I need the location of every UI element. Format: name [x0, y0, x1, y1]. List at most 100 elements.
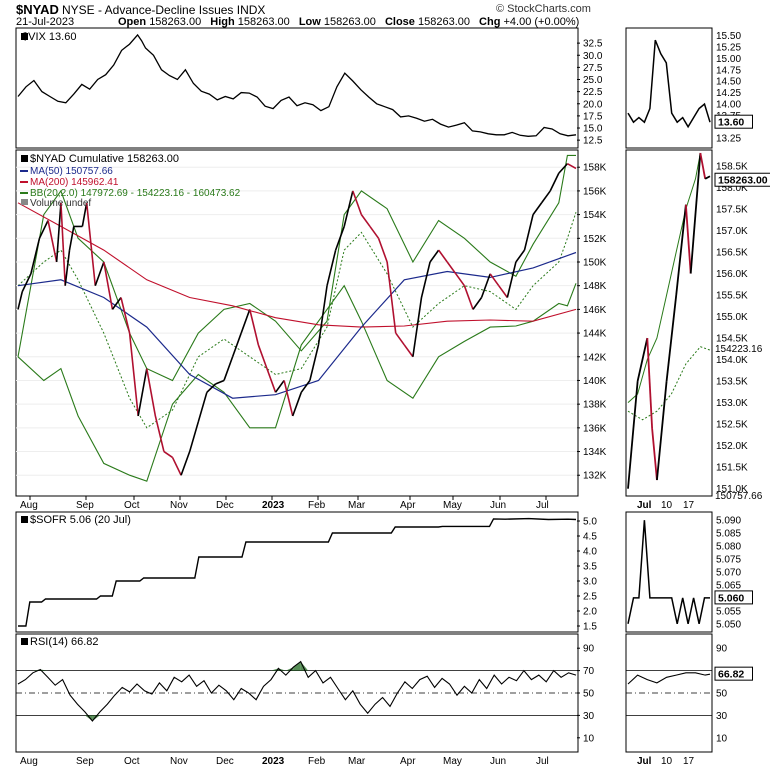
x-axis-tick-label: 2023	[262, 500, 285, 511]
vix-y-tick-label: 20.0	[583, 99, 603, 110]
sofr-panel-frame	[15, 511, 579, 633]
rsi-overbought-fill	[300, 661, 309, 671]
chart-description: NYSE - Advance-Decline Issues INDX	[62, 3, 266, 17]
nyad-zoom-bb-middle	[627, 346, 711, 421]
vix-zoom-tick-label: 15.25	[716, 42, 741, 53]
chart-date: 21-Jul-2023	[16, 16, 75, 28]
vix-zoom-tick-label: 14.00	[716, 99, 741, 110]
nyad-zoom-tick-label: 156.5K	[716, 247, 748, 258]
nyad-zoom-tick-label: 158.5K	[716, 161, 748, 172]
nyad-price-segment	[395, 332, 405, 346]
nyad-zoom-tick-label: 153.5K	[716, 377, 748, 388]
nyad-price-segment	[55, 202, 62, 263]
nyad-price-segment	[171, 457, 182, 476]
vix-y-tick-label: 12.5	[583, 136, 603, 147]
nyad-price-segment	[38, 220, 49, 239]
nyad-zoom-bb-value: 154223.16	[715, 344, 763, 355]
nyad-price-segment	[137, 368, 148, 417]
sofr-zoom-tick-label: 5.080	[716, 542, 741, 553]
ohlc-stats: Open 158263.00 High 158263.00 Low 158263…	[118, 16, 579, 28]
nyad-y-tick-label: 136K	[583, 423, 607, 434]
vix-last-value: 13.60	[718, 117, 744, 129]
nyad-price-segment	[446, 261, 457, 275]
x-axis-tick-label: May	[443, 500, 462, 511]
nyad-price-segment	[515, 249, 526, 263]
nyad-zoom-tick-label: 155.5K	[716, 291, 748, 302]
x-axis-tick-label: Feb	[308, 500, 326, 511]
nyad-last-value: 158263.00	[718, 175, 768, 187]
x-axis-tick-label: Dec	[216, 500, 234, 511]
nyad-y-tick-label: 146K	[583, 305, 607, 316]
x-axis-tick-label: Oct	[124, 500, 140, 511]
sofr-y-tick-label: 4.0	[583, 547, 597, 558]
nyad-y-tick-label: 132K	[583, 471, 607, 482]
sofr-legend: $SOFR 5.06 (20 Jul)	[30, 514, 131, 526]
nyad-price-segment	[163, 450, 173, 459]
bottom-x-axis-tick-label: Mar	[348, 756, 366, 767]
x-axis-tick-label: Apr	[400, 500, 416, 511]
nyad-zoom-ma50-value: 150757.66	[715, 491, 763, 502]
nyad-zoom-tick-label: 157.0K	[716, 226, 748, 237]
nyad-legend-ma50: MA(50) 150757.66	[30, 166, 113, 177]
rsi-last-value: 66.82	[718, 669, 744, 681]
nyad-zoom-price-segment	[656, 381, 668, 481]
vix-panel-frame	[15, 27, 579, 149]
nyad-legend-ma200: MA(200) 145962.41	[30, 177, 119, 188]
bottom-x-axis-tick-label: Feb	[308, 756, 326, 767]
vix-y-tick-label: 25.0	[583, 75, 603, 86]
nyad-price-segment	[197, 392, 208, 423]
nyad-ma200	[17, 202, 577, 328]
rsi-legend: RSI(14) 66.82	[30, 636, 98, 648]
vix-y-tick-label: 30.0	[583, 51, 603, 62]
open-label: Open	[118, 16, 147, 28]
nyad-zoom-tick-label: 152.0K	[716, 441, 748, 452]
nyad-zoom-tick-label: 153.0K	[716, 398, 748, 409]
sofr-panel-zoom-frame	[625, 511, 713, 633]
nyad-price-segment	[30, 238, 41, 275]
nyad-y-tick-label: 154K	[583, 210, 607, 221]
nyad-price-segment	[549, 172, 560, 192]
nyad-y-tick-label: 152K	[583, 234, 607, 245]
sofr-zoom-tick-label: 5.085	[716, 529, 741, 540]
close-value: 158263.00	[417, 16, 470, 28]
nyad-price-segment	[369, 225, 380, 239]
sofr-last-value: 5.060	[718, 592, 744, 604]
nyad-price-segment	[334, 226, 345, 251]
chg-label: Chg	[479, 16, 501, 28]
nyad-price-segment	[81, 202, 88, 227]
nyad-price-segment	[352, 190, 363, 215]
nyad-zoom-tick-label: 154.5K	[716, 334, 748, 345]
sofr-y-tick-label: 3.5	[583, 562, 597, 573]
nyad-zoom-tick-label: 156.0K	[716, 269, 748, 280]
nyad-price-segment	[266, 368, 277, 393]
nyad-zoom-price-segment	[675, 204, 687, 296]
nyad-price-segment	[94, 261, 105, 286]
bottom-zoom-x-axis-tick-label: 10	[661, 756, 673, 767]
nyad-y-tick-label: 134K	[583, 447, 607, 458]
nyad-price-segment	[532, 202, 543, 216]
rsi-y-tick-label: 10	[583, 733, 595, 744]
nyad-price-segment	[523, 214, 534, 251]
x-axis-tick-label: Nov	[170, 500, 188, 511]
source-credit[interactable]: © StockCharts.com	[496, 3, 591, 15]
nyad-price-segment	[257, 344, 268, 369]
bottom-x-axis-tick-label: Oct	[124, 756, 140, 767]
nyad-price-segment	[17, 291, 24, 310]
bottom-zoom-x-axis-tick-label: 17	[683, 756, 695, 767]
nyad-zoom-price-segment	[689, 152, 702, 274]
nyad-zoom-price-segment	[636, 337, 649, 382]
nyad-price-segment	[300, 379, 311, 393]
sofr-zoom-tick-label: 5.050	[716, 619, 741, 630]
nyad-zoom-bb	[627, 152, 701, 403]
nyad-last-value-box	[714, 172, 770, 187]
nyad-y-tick-label: 148K	[583, 281, 607, 292]
rsi-line	[17, 660, 577, 722]
nyad-price-segment	[111, 297, 122, 310]
nyad-legend-volume: Volume undef	[30, 198, 91, 209]
nyad-price-segment	[558, 163, 569, 174]
x-axis-tick-label: Jun	[490, 500, 506, 511]
nyad-zoom-tick-label: 157.5K	[716, 204, 748, 215]
nyad-price-segment	[103, 261, 114, 310]
nyad-price-segment	[420, 261, 431, 298]
